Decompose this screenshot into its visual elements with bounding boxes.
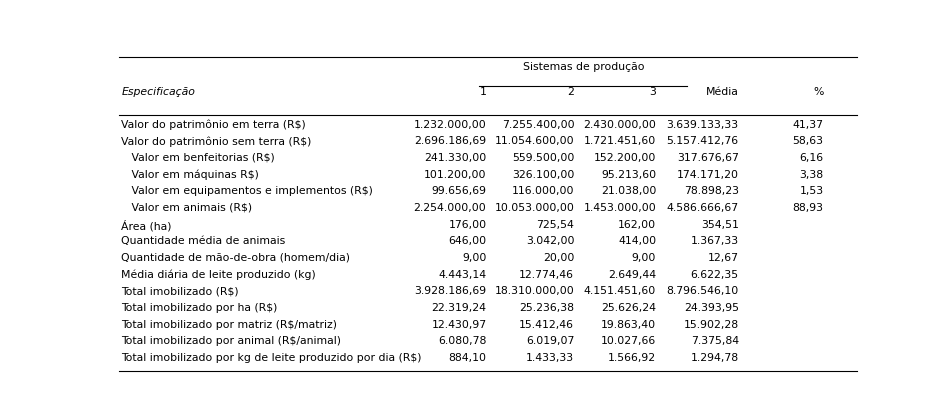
Text: Área (ha): Área (ha) [121, 220, 171, 231]
Text: 559.500,00: 559.500,00 [512, 153, 574, 163]
Text: Valor em benfeitorias (R$): Valor em benfeitorias (R$) [121, 153, 275, 163]
Text: Quantidade média de animais: Quantidade média de animais [121, 236, 286, 246]
Text: 11.054.600,00: 11.054.600,00 [495, 136, 574, 146]
Text: Quantidade de mão-de-obra (homem/dia): Quantidade de mão-de-obra (homem/dia) [121, 253, 350, 263]
Text: %: % [813, 88, 823, 97]
Text: 1: 1 [480, 88, 486, 97]
Text: 6.019,07: 6.019,07 [526, 336, 574, 347]
Text: 101.200,00: 101.200,00 [424, 170, 486, 180]
Text: 116.000,00: 116.000,00 [512, 186, 574, 197]
Text: 2.696.186,69: 2.696.186,69 [414, 136, 486, 146]
Text: Valor em equipamentos e implementos (R$): Valor em equipamentos e implementos (R$) [121, 186, 373, 197]
Text: 646,00: 646,00 [448, 236, 486, 246]
Text: 174.171,20: 174.171,20 [677, 170, 739, 180]
Text: Total imobilizado por matriz (R$/matriz): Total imobilizado por matriz (R$/matriz) [121, 320, 337, 330]
Text: 241.330,00: 241.330,00 [425, 153, 486, 163]
Text: Valor do patrimônio sem terra (R$): Valor do patrimônio sem terra (R$) [121, 136, 311, 147]
Text: 2.430.000,00: 2.430.000,00 [584, 120, 656, 129]
Text: 176,00: 176,00 [448, 220, 486, 230]
Text: 95.213,60: 95.213,60 [601, 170, 656, 180]
Text: 2.649,44: 2.649,44 [608, 270, 656, 279]
Text: 10.027,66: 10.027,66 [601, 336, 656, 347]
Text: 3.639.133,33: 3.639.133,33 [666, 120, 739, 129]
Text: 12.430,97: 12.430,97 [431, 320, 486, 330]
Text: 3.928.186,69: 3.928.186,69 [414, 286, 486, 296]
Text: 41,37: 41,37 [793, 120, 823, 129]
Text: 1.453.000,00: 1.453.000,00 [584, 203, 656, 213]
Text: Total imobilizado por animal (R$/animal): Total imobilizado por animal (R$/animal) [121, 336, 341, 347]
Text: Especificação: Especificação [121, 88, 195, 97]
Text: 6,16: 6,16 [800, 153, 823, 163]
Text: 99.656,69: 99.656,69 [431, 186, 486, 197]
Text: 414,00: 414,00 [618, 236, 656, 246]
Text: Valor do patrimônio em terra (R$): Valor do patrimônio em terra (R$) [121, 120, 306, 130]
Text: 4.151.451,60: 4.151.451,60 [584, 286, 656, 296]
Text: 6.080,78: 6.080,78 [438, 336, 486, 347]
Text: 12,67: 12,67 [707, 253, 739, 263]
Text: Sistemas de produção: Sistemas de produção [523, 62, 645, 72]
Text: 88,93: 88,93 [793, 203, 823, 213]
Text: 326.100,00: 326.100,00 [512, 170, 574, 180]
Text: 6.622,35: 6.622,35 [690, 270, 739, 279]
Text: 19.863,40: 19.863,40 [601, 320, 656, 330]
Text: 58,63: 58,63 [793, 136, 823, 146]
Text: 7.255.400,00: 7.255.400,00 [502, 120, 574, 129]
Text: 21.038,00: 21.038,00 [601, 186, 656, 197]
Text: 1.433,33: 1.433,33 [526, 353, 574, 363]
Text: Total imobilizado (R$): Total imobilizado (R$) [121, 286, 239, 296]
Text: 1.294,78: 1.294,78 [690, 353, 739, 363]
Text: 9,00: 9,00 [462, 253, 486, 263]
Text: Total imobilizado por ha (R$): Total imobilizado por ha (R$) [121, 303, 278, 313]
Text: 725,54: 725,54 [536, 220, 574, 230]
Text: 24.393,95: 24.393,95 [684, 303, 739, 313]
Text: 15.412,46: 15.412,46 [519, 320, 574, 330]
Text: 5.157.412,76: 5.157.412,76 [666, 136, 739, 146]
Text: Valor em animais (R$): Valor em animais (R$) [121, 203, 252, 213]
Text: 18.310.000,00: 18.310.000,00 [494, 286, 574, 296]
Text: 354,51: 354,51 [701, 220, 739, 230]
Text: 4.443,14: 4.443,14 [438, 270, 486, 279]
Text: 78.898,23: 78.898,23 [684, 186, 739, 197]
Text: Valor em máquinas R$): Valor em máquinas R$) [121, 170, 259, 180]
Text: 8.796.546,10: 8.796.546,10 [666, 286, 739, 296]
Text: 25.236,38: 25.236,38 [519, 303, 574, 313]
Text: Média diária de leite produzido (kg): Média diária de leite produzido (kg) [121, 270, 316, 280]
Text: 20,00: 20,00 [543, 253, 574, 263]
Text: 152.200,00: 152.200,00 [594, 153, 656, 163]
Text: Média: Média [705, 88, 739, 97]
Text: 3: 3 [649, 88, 656, 97]
Text: 1.367,33: 1.367,33 [690, 236, 739, 246]
Text: 2: 2 [567, 88, 574, 97]
Text: 1.566,92: 1.566,92 [608, 353, 656, 363]
Text: 4.586.666,67: 4.586.666,67 [666, 203, 739, 213]
Text: 1.232.000,00: 1.232.000,00 [414, 120, 486, 129]
Text: 12.774,46: 12.774,46 [519, 270, 574, 279]
Text: 884,10: 884,10 [448, 353, 486, 363]
Text: 25.626,24: 25.626,24 [601, 303, 656, 313]
Text: 2.254.000,00: 2.254.000,00 [414, 203, 486, 213]
Text: 22.319,24: 22.319,24 [431, 303, 486, 313]
Text: Total imobilizado por kg de leite produzido por dia (R$): Total imobilizado por kg de leite produz… [121, 353, 422, 363]
Text: 1.721.451,60: 1.721.451,60 [584, 136, 656, 146]
Text: 9,00: 9,00 [632, 253, 656, 263]
Text: 3.042,00: 3.042,00 [526, 236, 574, 246]
Text: 7.375,84: 7.375,84 [690, 336, 739, 347]
Text: 162,00: 162,00 [618, 220, 656, 230]
Text: 3,38: 3,38 [800, 170, 823, 180]
Text: 10.053.000,00: 10.053.000,00 [494, 203, 574, 213]
Text: 317.676,67: 317.676,67 [677, 153, 739, 163]
Text: 15.902,28: 15.902,28 [684, 320, 739, 330]
Text: 1,53: 1,53 [800, 186, 823, 197]
